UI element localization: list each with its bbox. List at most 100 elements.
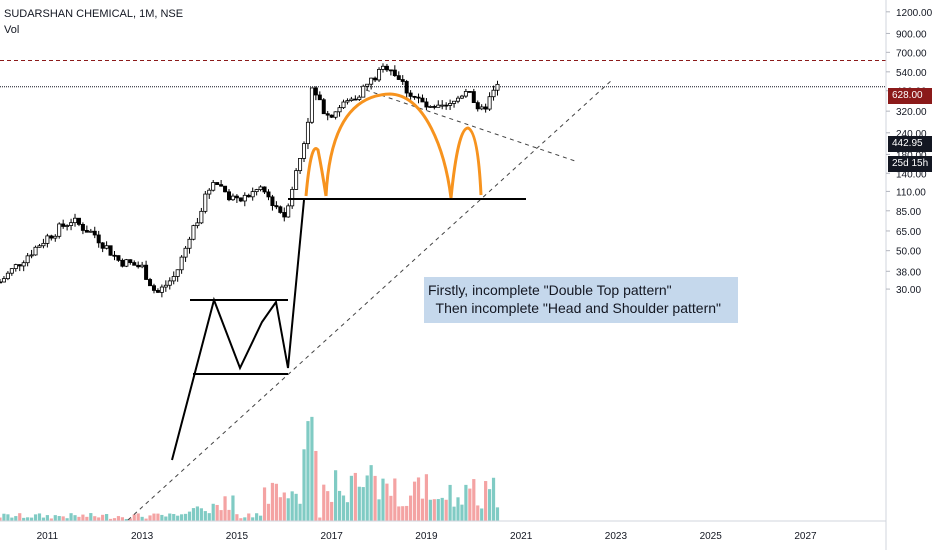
candle-body bbox=[467, 91, 472, 93]
candle-body bbox=[365, 83, 370, 87]
volume-bar bbox=[61, 516, 65, 521]
price-tick-label: 320.00 bbox=[896, 107, 927, 118]
candle-body bbox=[424, 101, 429, 108]
volume-bar bbox=[140, 516, 144, 521]
volume-bar bbox=[26, 517, 30, 521]
volume-bar bbox=[452, 506, 456, 521]
candle-body bbox=[483, 106, 488, 110]
volume-bar bbox=[77, 516, 81, 521]
candle-body bbox=[258, 186, 263, 190]
volume-bar bbox=[440, 497, 444, 521]
annotation-line-2: Then incomplete "Head and Shoulder patte… bbox=[428, 300, 721, 316]
candle-body bbox=[254, 189, 259, 193]
volume-bar bbox=[176, 515, 180, 521]
volume-bar bbox=[191, 508, 196, 521]
volume-bar bbox=[401, 506, 405, 521]
candle-body bbox=[183, 247, 188, 258]
candle-body bbox=[341, 101, 346, 109]
price-tick-label: 85.00 bbox=[896, 207, 921, 218]
candle-body bbox=[274, 205, 279, 208]
volume-bar bbox=[180, 514, 184, 521]
volume-bar bbox=[105, 514, 109, 521]
volume-bar bbox=[424, 474, 429, 521]
volume-bar bbox=[243, 517, 247, 521]
volume-bar bbox=[18, 513, 22, 521]
price-tick-label: 900.00 bbox=[896, 29, 927, 40]
candle-body bbox=[290, 189, 295, 207]
price-tick-label: 180.00 bbox=[896, 150, 927, 161]
volume-bar bbox=[124, 518, 128, 521]
volume-bar bbox=[385, 483, 389, 521]
candle-body bbox=[278, 206, 283, 213]
candle-body bbox=[361, 85, 366, 98]
volume-bar bbox=[460, 504, 464, 521]
volume-bar bbox=[128, 518, 132, 521]
candle-body bbox=[479, 106, 484, 110]
volume-bar bbox=[53, 515, 57, 521]
volume-bar bbox=[89, 513, 93, 521]
candle-body bbox=[396, 75, 401, 80]
time-axis[interactable]: 2011 2013 2015 2017 2019 2021 2023 2025 2027 bbox=[0, 520, 886, 542]
candle-body bbox=[495, 83, 500, 91]
candle-body bbox=[305, 121, 310, 145]
candle-body bbox=[270, 196, 275, 206]
volume-bar bbox=[334, 470, 338, 521]
candle-body bbox=[199, 210, 204, 224]
candle-body bbox=[37, 245, 42, 248]
candle-body bbox=[116, 255, 121, 261]
volume-bar bbox=[444, 499, 448, 521]
candle-body bbox=[412, 95, 417, 98]
volume-bar bbox=[290, 491, 294, 521]
volume-bar bbox=[215, 504, 219, 521]
volume-bar bbox=[255, 513, 259, 521]
candle-body bbox=[349, 98, 354, 101]
volume-bar bbox=[187, 511, 192, 521]
candle-body bbox=[317, 94, 322, 101]
candle-body bbox=[309, 87, 314, 123]
candle-body bbox=[73, 217, 78, 224]
volume-bar bbox=[448, 484, 452, 521]
candle-body bbox=[49, 235, 54, 239]
volume-bar bbox=[298, 503, 302, 521]
candle-body bbox=[227, 191, 232, 201]
candle-body bbox=[250, 191, 255, 198]
candle-body bbox=[167, 280, 172, 286]
volume-bar bbox=[235, 514, 239, 521]
candle-body bbox=[69, 222, 74, 226]
candle-body bbox=[17, 264, 22, 267]
volume-bar bbox=[416, 477, 421, 521]
time-tick-label: 2021 bbox=[510, 531, 533, 542]
candle-body bbox=[388, 69, 393, 72]
volume-bar bbox=[472, 479, 476, 521]
candle-body bbox=[357, 96, 362, 100]
price-tick-label: 140.00 bbox=[896, 169, 927, 180]
candle-body bbox=[211, 182, 216, 191]
volume-bar bbox=[262, 487, 267, 521]
candle-body bbox=[302, 143, 307, 159]
volume-bar bbox=[207, 513, 211, 521]
volume-bar bbox=[239, 518, 243, 521]
candle-body bbox=[171, 276, 176, 282]
candle-body bbox=[65, 225, 70, 227]
candle-body bbox=[124, 259, 129, 267]
volume-bar bbox=[294, 493, 298, 521]
volume-bar bbox=[6, 514, 10, 521]
candle-body bbox=[61, 223, 66, 227]
volume-bar bbox=[101, 514, 105, 521]
volume-bar bbox=[393, 478, 397, 521]
candle-body bbox=[313, 87, 318, 96]
candle-body bbox=[88, 230, 93, 233]
volume-bar bbox=[49, 518, 53, 521]
volume-bar bbox=[306, 421, 310, 521]
volume-bar bbox=[270, 482, 275, 521]
volume-bar bbox=[247, 513, 251, 521]
price-axis[interactable]: 1200.00900.00700.00540.00420.00320.00240… bbox=[885, 0, 932, 550]
candle-body bbox=[223, 185, 228, 193]
volume-bar bbox=[10, 517, 14, 521]
volume-bar bbox=[219, 510, 223, 521]
candle-body bbox=[463, 91, 468, 97]
candle-body bbox=[487, 96, 492, 110]
volume-bar bbox=[274, 483, 278, 521]
volume-bar bbox=[491, 477, 496, 521]
